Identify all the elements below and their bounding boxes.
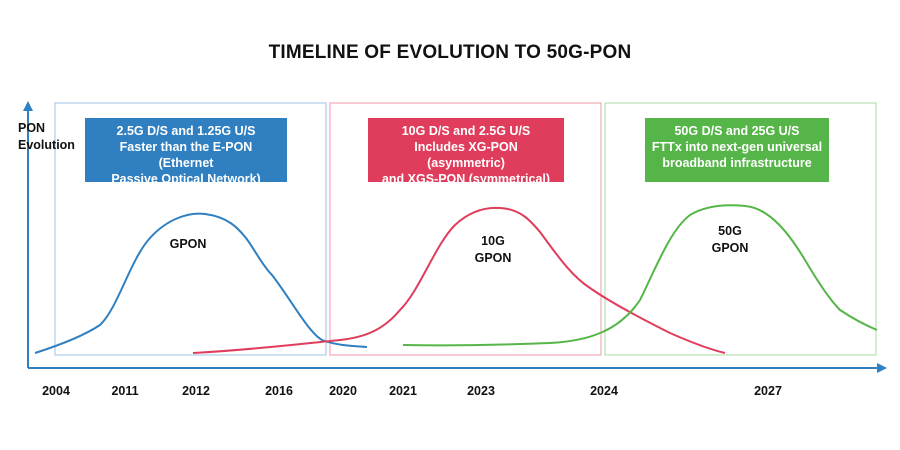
curve-label-line: GPON [474, 251, 512, 265]
year-label: 2020 [329, 384, 357, 398]
year-label: 2021 [389, 384, 417, 398]
callout-line: FTTx into next-gen universal [651, 140, 823, 154]
curve-label-line: 10G [481, 234, 505, 248]
year-label: 2027 [754, 384, 782, 398]
gpon-callout: 2.5G D/S and 1.25G U/S Faster than the E… [85, 118, 287, 186]
50g-gpon-era-box [604, 102, 877, 356]
gpon-curve-label: GPON [168, 236, 208, 253]
callout-line: Faster than the E-PON (Ethernet [119, 140, 253, 170]
10g-gpon-era-box [329, 102, 602, 356]
curve-label-line: 50G [718, 224, 742, 238]
50g-gpon-curve [402, 204, 878, 347]
year-label: 2004 [42, 384, 70, 398]
curve-label-line: GPON [169, 237, 207, 251]
callout-line: 2.5G D/S and 1.25G U/S [116, 124, 256, 138]
callout-line: and XGS-PON (symmetrical) [381, 172, 551, 186]
10g-gpon-callout: 10G D/S and 2.5G U/S Includes XG-PON (as… [368, 118, 564, 186]
callout-line: Passive Optical Network) [111, 172, 261, 186]
10g-gpon-curve-label: 10G GPON [471, 233, 515, 267]
50g-gpon-curve-label: 50G GPON [708, 223, 752, 257]
y-axis-label-line: Evolution [18, 138, 75, 152]
callout-line: 50G D/S and 25G U/S [674, 124, 800, 138]
callout-line: Includes XG-PON (asymmetric) [414, 140, 518, 170]
callout-line: broadband infrastructure [662, 156, 812, 170]
y-axis-label: PON Evolution [18, 120, 75, 154]
callout-line: 10G D/S and 2.5G U/S [401, 124, 531, 138]
page-title: TIMELINE OF EVOLUTION TO 50G-PON [268, 42, 632, 63]
50g-gpon-callout: 50G D/S and 25G U/S FTTx into next-gen u… [645, 118, 829, 182]
curve-label-line: GPON [711, 241, 749, 255]
year-label: 2011 [111, 384, 139, 398]
year-label: 2024 [590, 384, 618, 398]
gpon-curve [34, 212, 368, 354]
gpon-era-box [54, 102, 327, 356]
year-label: 2016 [265, 384, 293, 398]
year-label: 2012 [182, 384, 210, 398]
year-label: 2023 [467, 384, 495, 398]
y-axis-label-line: PON [18, 121, 46, 135]
10g-gpon-curve [192, 206, 726, 354]
